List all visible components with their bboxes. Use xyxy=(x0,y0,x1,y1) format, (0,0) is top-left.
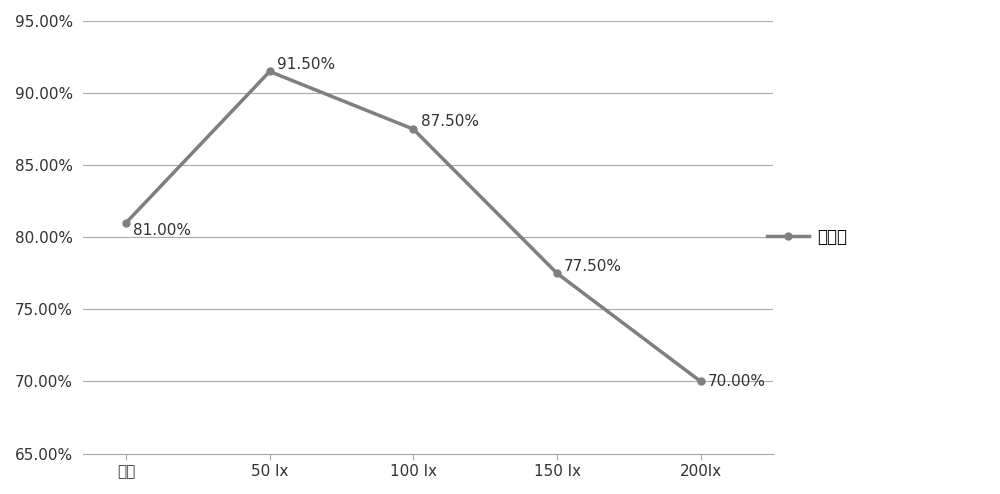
驯化率 xyxy=(695,378,707,384)
Line: 驯化率: 驯化率 xyxy=(122,68,704,385)
Text: 91.50%: 91.50% xyxy=(277,57,335,72)
驯化率 xyxy=(120,220,132,226)
驯化率 xyxy=(264,69,276,75)
Text: 87.50%: 87.50% xyxy=(421,115,479,129)
Text: 81.00%: 81.00% xyxy=(133,223,191,238)
Text: 70.00%: 70.00% xyxy=(708,374,766,389)
驯化率 xyxy=(407,126,419,132)
Text: 77.50%: 77.50% xyxy=(564,259,622,274)
驯化率 xyxy=(551,270,563,276)
Legend: 驯化率: 驯化率 xyxy=(761,222,854,253)
